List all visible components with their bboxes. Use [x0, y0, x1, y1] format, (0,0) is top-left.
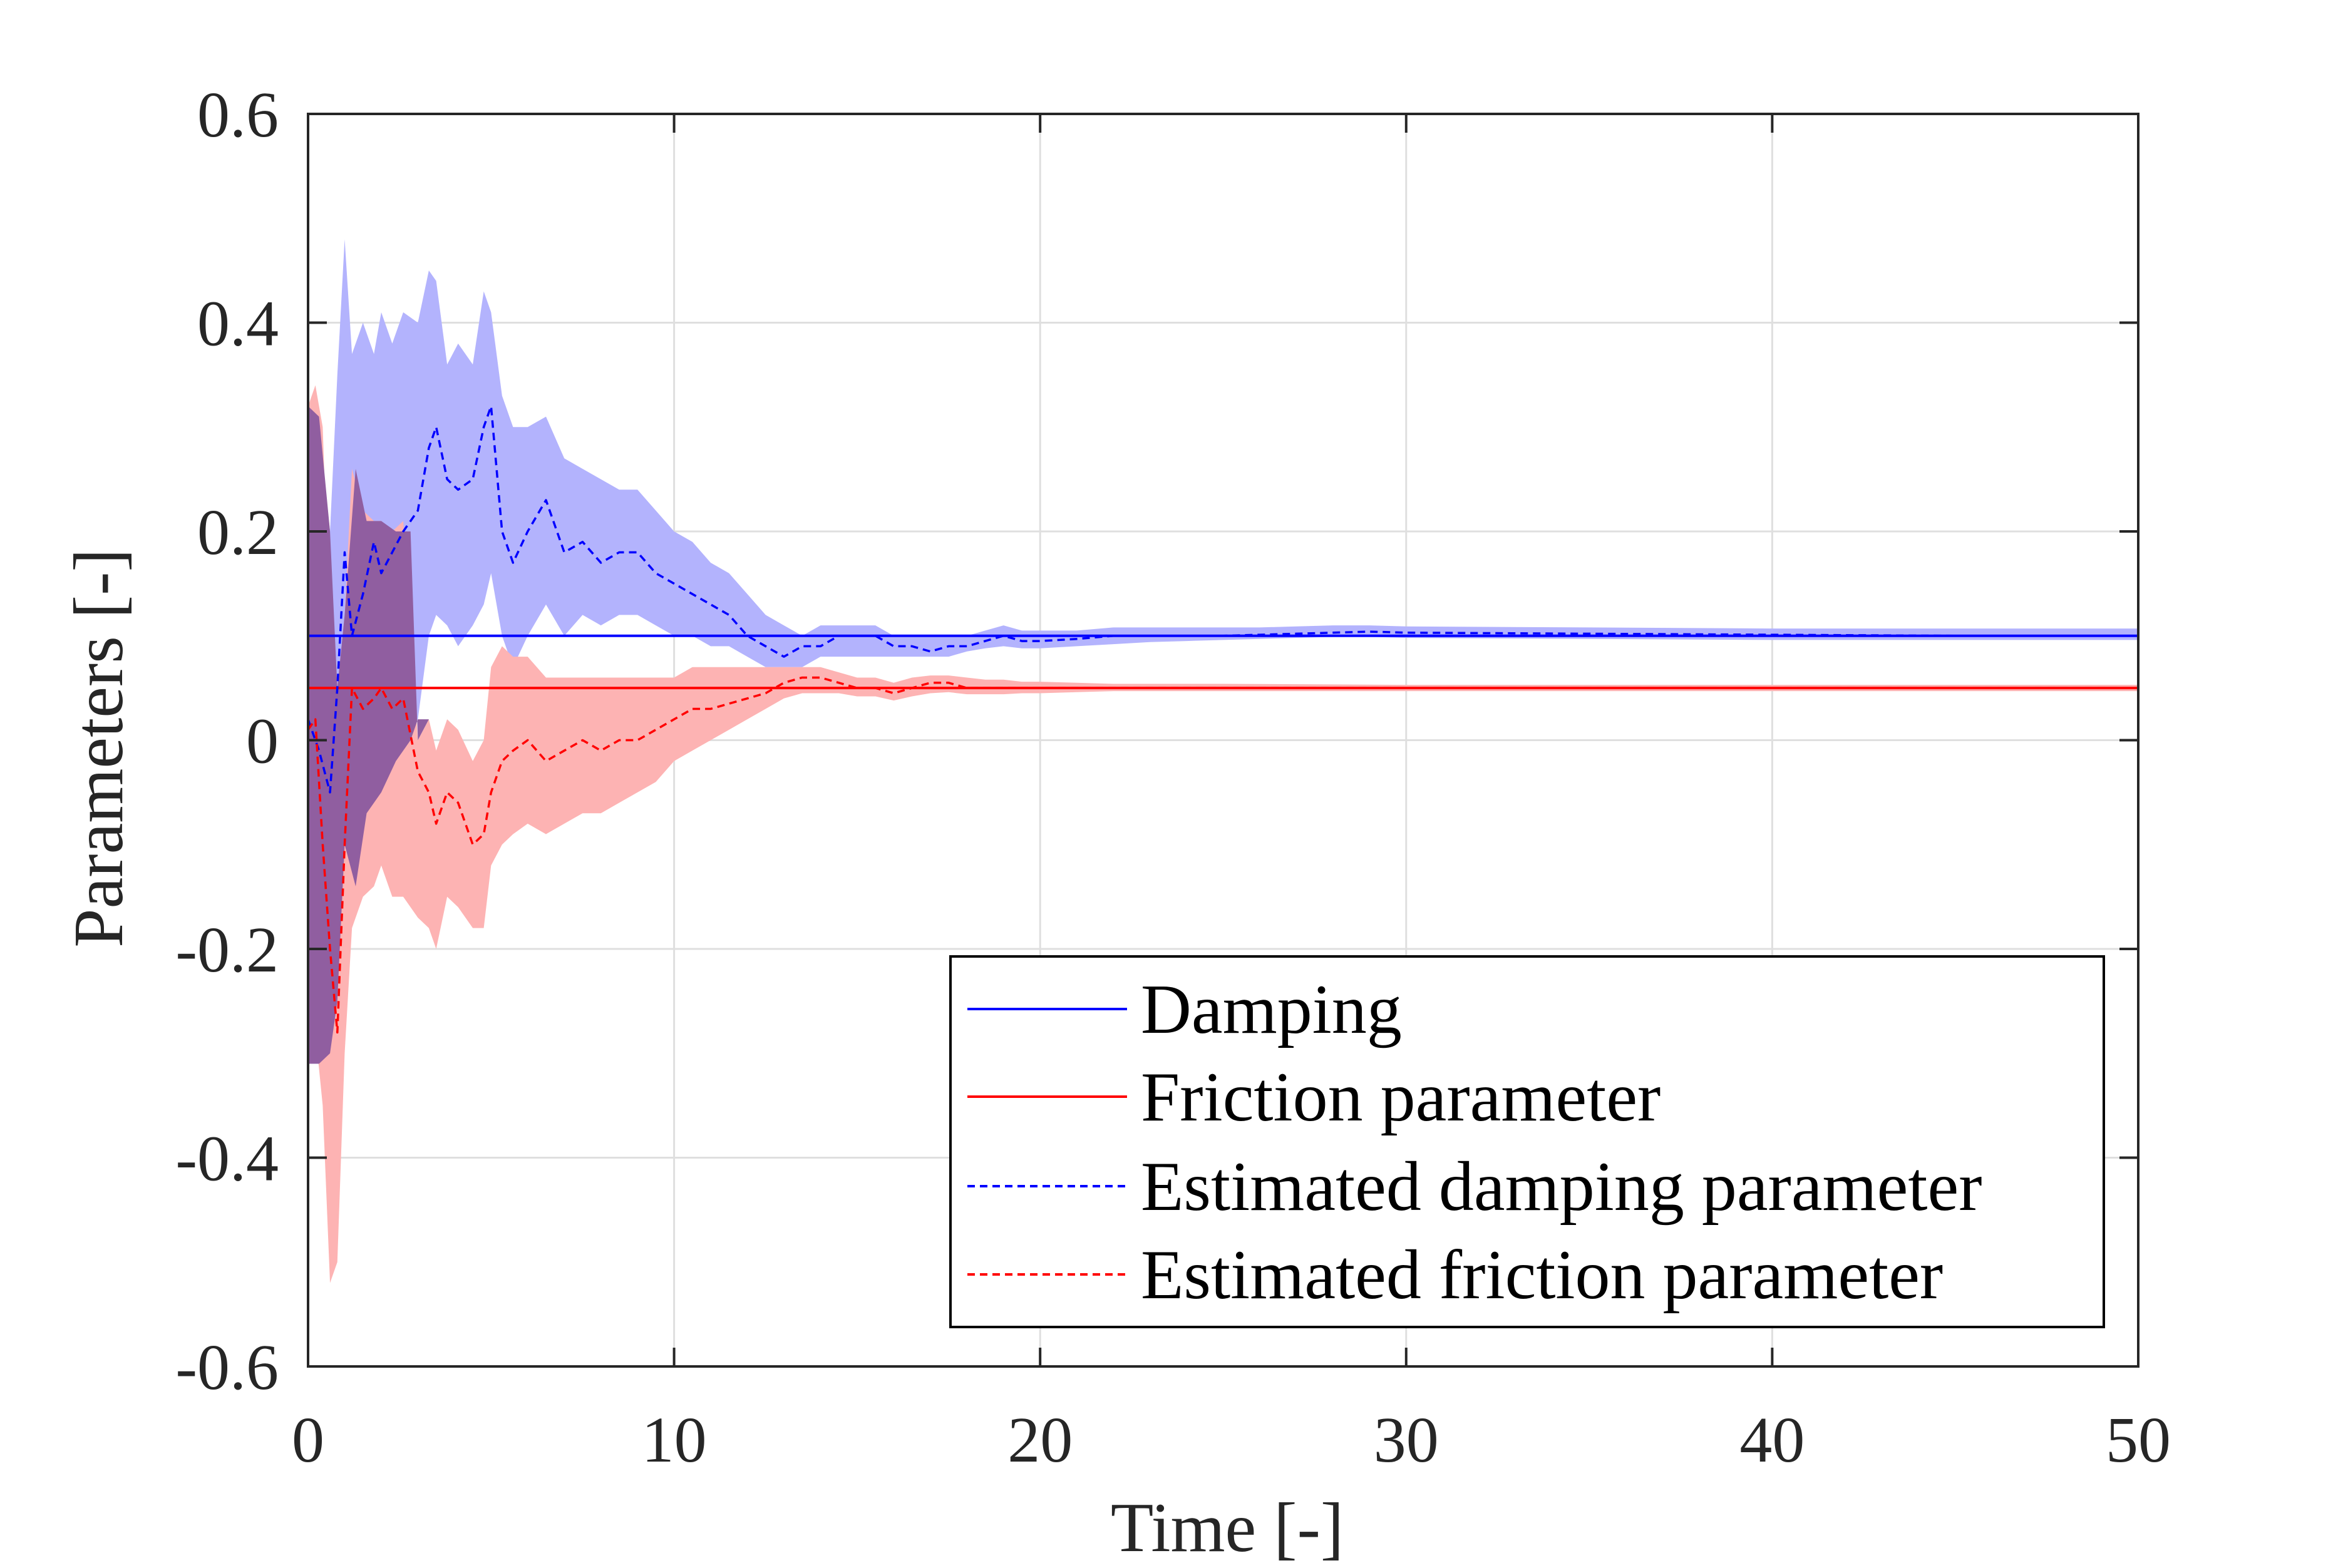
y-axis-label: Parameters [-]	[60, 548, 138, 947]
x-tick-label: 0	[292, 1404, 324, 1476]
legend-friction-label: Friction parameter	[1141, 1058, 1661, 1136]
x-tick-label: 50	[2106, 1404, 2171, 1476]
x-tick-label: 20	[1007, 1404, 1073, 1476]
x-tick-label: 30	[1374, 1404, 1439, 1476]
legend-estimated-damping-label: Estimated damping parameter	[1141, 1148, 1982, 1226]
legend: Damping Friction parameter Estimated dam…	[949, 955, 2105, 1328]
legend-frame	[949, 955, 2105, 1328]
x-tick-label: 10	[642, 1404, 707, 1476]
x-tick-label: 40	[1739, 1404, 1805, 1476]
overlap-band	[308, 406, 429, 1064]
y-tick-label: -0.4	[175, 1123, 279, 1195]
y-tick-label: -0.6	[175, 1331, 279, 1403]
legend-estimated-friction-label: Estimated friction parameter	[1141, 1236, 1943, 1314]
y-tick-label: 0.2	[197, 496, 279, 568]
y-tick-label: 0.6	[197, 79, 279, 151]
estimated-friction-parameter-line	[307, 676, 2138, 1034]
x-axis-label: Time [-]	[1111, 1489, 1344, 1565]
y-tick-label: 0.4	[197, 288, 279, 360]
y-tick-label: 0	[246, 705, 279, 777]
estimated-damping-parameter-line	[307, 405, 2138, 794]
y-tick-label: -0.2	[175, 914, 279, 986]
damping-band	[308, 239, 2138, 1064]
legend-damping-label: Damping	[1141, 971, 1402, 1048]
